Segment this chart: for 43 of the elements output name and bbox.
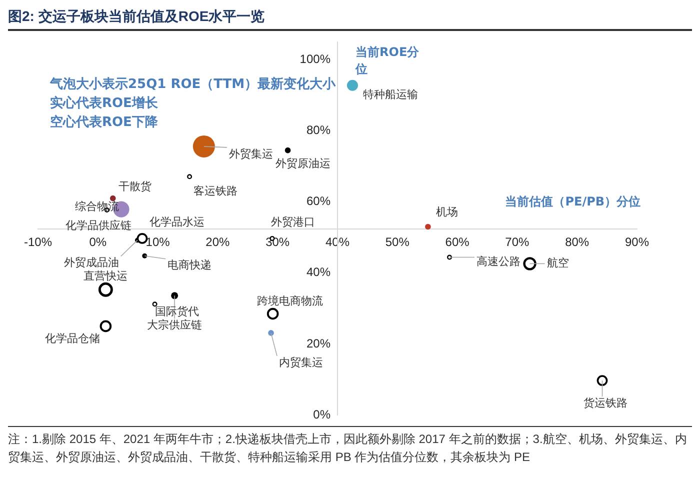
annotation: 电商快递	[168, 258, 212, 272]
annotation: 大宗供应链	[147, 318, 202, 332]
x-tick-label: 50%	[385, 235, 410, 250]
annotation: 货运铁路	[583, 396, 628, 410]
annotation: 综合物流	[74, 200, 119, 213]
x-tick-label: 10%	[146, 235, 170, 250]
annotation: 机场	[436, 206, 458, 219]
annotation: 化学品仓储	[45, 332, 100, 346]
y-axis-title: 当前ROE分位	[354, 44, 420, 76]
annotation: 外贸原油运	[275, 157, 330, 170]
annotation: 航空	[546, 256, 569, 270]
text: 注：1.剔除 2015 年、2021 年两年牛市；2.快递板块借壳上市，因此额外剔除 2017 年之前的数据；3.航空、机场、外贸集运、内贸集运、外贸原油运、外贸成品油、干散货、特种船运输采用 PB 作为估值分位数，其余板块为 PE	[8, 426, 692, 466]
annotation: 化学品供应链	[65, 219, 132, 232]
annotation: 客运铁路	[194, 184, 238, 198]
y-tick-label: 20%	[306, 336, 331, 350]
y-tick-label: 60%	[306, 194, 331, 208]
annotation: 国际货代	[154, 305, 199, 318]
x-tick-label: 60%	[445, 235, 470, 250]
annotation: 直营快运	[84, 269, 128, 282]
annotation: 外贸成品油	[64, 256, 119, 270]
y-tick-label: 80%	[306, 123, 331, 138]
annotation: 化学品水运	[150, 215, 205, 228]
annotation: 外贸集运	[228, 147, 273, 160]
annotation: 干散货	[118, 180, 152, 194]
y-tick-label: 40%	[306, 265, 331, 280]
x-axis-title: 当前估值（PE/PB）分位	[505, 194, 641, 209]
x-tick-label: 0%	[89, 235, 107, 250]
annotation: 特种船运输	[362, 88, 418, 102]
x-tick-label: 70%	[505, 235, 530, 250]
annotation: 实心代表ROE增长	[50, 95, 159, 112]
y-tick-label: 100%	[300, 52, 331, 66]
annotation: 外贸港口	[271, 215, 316, 228]
annotation: 内贸集运	[279, 356, 324, 369]
x-tick-label: 90%	[624, 235, 650, 250]
annotation: 空心代表ROE下降	[50, 114, 159, 130]
x-tick-label: 20%	[206, 235, 230, 250]
annotation: 气泡大小表示25Q1 ROE（TTM）最新变化大小	[48, 76, 337, 92]
y-tick-label: 0%	[313, 407, 331, 422]
annotation: 跨境电商物流	[256, 294, 323, 308]
chart-title: 图2: 交运子板块当前估值及ROE水平一览	[8, 8, 692, 31]
x-tick-label: 80%	[565, 235, 590, 250]
annotation: 高速公路	[476, 255, 521, 268]
x-tick-label: -10%	[24, 235, 52, 250]
